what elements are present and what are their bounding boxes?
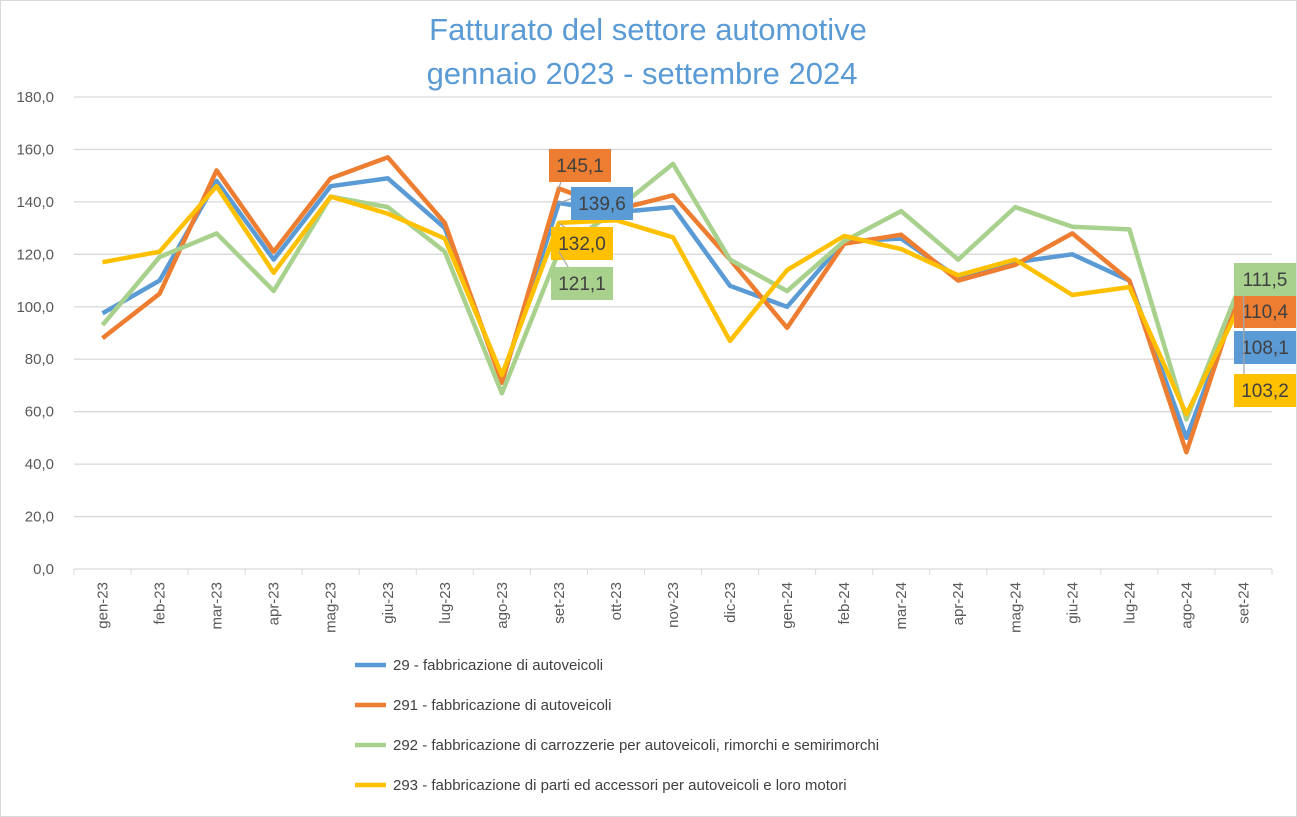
x-tick-label: lug-23 bbox=[437, 582, 454, 624]
series-line-4 bbox=[102, 183, 1246, 417]
data-label: 139,6 bbox=[578, 194, 626, 215]
x-tick-label: mar-24 bbox=[893, 582, 910, 630]
x-tick-label: feb-24 bbox=[836, 582, 853, 625]
y-tick-label: 140,0 bbox=[16, 194, 54, 211]
x-tick-label: apr-23 bbox=[266, 582, 283, 625]
x-tick-label: giu-23 bbox=[380, 582, 397, 624]
chart-title-line-2: gennaio 2023 - settembre 2024 bbox=[427, 56, 858, 91]
x-tick-label: ott-23 bbox=[608, 582, 625, 620]
legend-entry: 291 - fabbricazione di autoveicoli bbox=[393, 697, 611, 714]
series-line-3 bbox=[100, 161, 1246, 422]
data-label-leader bbox=[1242, 298, 1245, 380]
series-line-1 bbox=[101, 176, 1246, 441]
data-label: 121,1 bbox=[558, 274, 606, 295]
y-tick-label: 40,0 bbox=[25, 456, 54, 473]
data-label: 111,5 bbox=[1243, 270, 1288, 291]
x-tick-label: ago-23 bbox=[494, 582, 511, 629]
y-tick-label: 100,0 bbox=[16, 299, 54, 316]
data-label: 110,4 bbox=[1242, 302, 1289, 323]
x-tick-label: giu-24 bbox=[1064, 582, 1081, 624]
y-tick-label: 80,0 bbox=[25, 351, 54, 368]
x-tick-label: lug-24 bbox=[1121, 582, 1138, 624]
y-tick-label: 180,0 bbox=[16, 89, 54, 106]
y-tick-label: 20,0 bbox=[25, 509, 54, 526]
x-tick-label: dic-23 bbox=[722, 582, 739, 623]
data-label-box bbox=[1234, 263, 1296, 296]
x-tick-label: gen-24 bbox=[779, 582, 796, 629]
data-label-box bbox=[571, 187, 633, 220]
data-label: 103,2 bbox=[1241, 381, 1289, 402]
data-label: 132,0 bbox=[558, 234, 606, 255]
legend-entry: 29 - fabbricazione di autoveicoli bbox=[393, 657, 603, 674]
legend-entry: 293 - fabbricazione di parti ed accessor… bbox=[393, 777, 847, 794]
data-label-box bbox=[1234, 374, 1296, 407]
y-tick-label: 60,0 bbox=[25, 404, 54, 421]
x-tick-label: set-23 bbox=[551, 582, 568, 624]
series-line-2 bbox=[101, 155, 1246, 455]
legend-entry: 292 - fabbricazione di carrozzerie per a… bbox=[393, 737, 879, 754]
y-tick-label: 160,0 bbox=[16, 141, 54, 158]
data-label-box bbox=[551, 267, 613, 300]
x-tick-label: feb-23 bbox=[152, 582, 169, 625]
x-tick-label: apr-24 bbox=[950, 582, 967, 625]
x-tick-label: set-24 bbox=[1235, 582, 1252, 624]
y-tick-label: 120,0 bbox=[16, 246, 54, 263]
x-tick-label: gen-23 bbox=[95, 582, 112, 629]
data-label-box bbox=[549, 149, 611, 182]
chart-title-line-1: Fatturato del settore automotive bbox=[429, 12, 867, 47]
y-tick-label: 0,0 bbox=[33, 561, 54, 578]
data-label: 145,1 bbox=[556, 156, 604, 177]
x-tick-label: mag-24 bbox=[1007, 582, 1024, 633]
data-label: 108,1 bbox=[1241, 338, 1289, 359]
x-tick-label: nov-23 bbox=[665, 582, 682, 628]
x-tick-label: ago-24 bbox=[1178, 582, 1195, 629]
x-tick-label: mag-23 bbox=[323, 582, 340, 633]
x-tick-label: mar-23 bbox=[209, 582, 226, 630]
